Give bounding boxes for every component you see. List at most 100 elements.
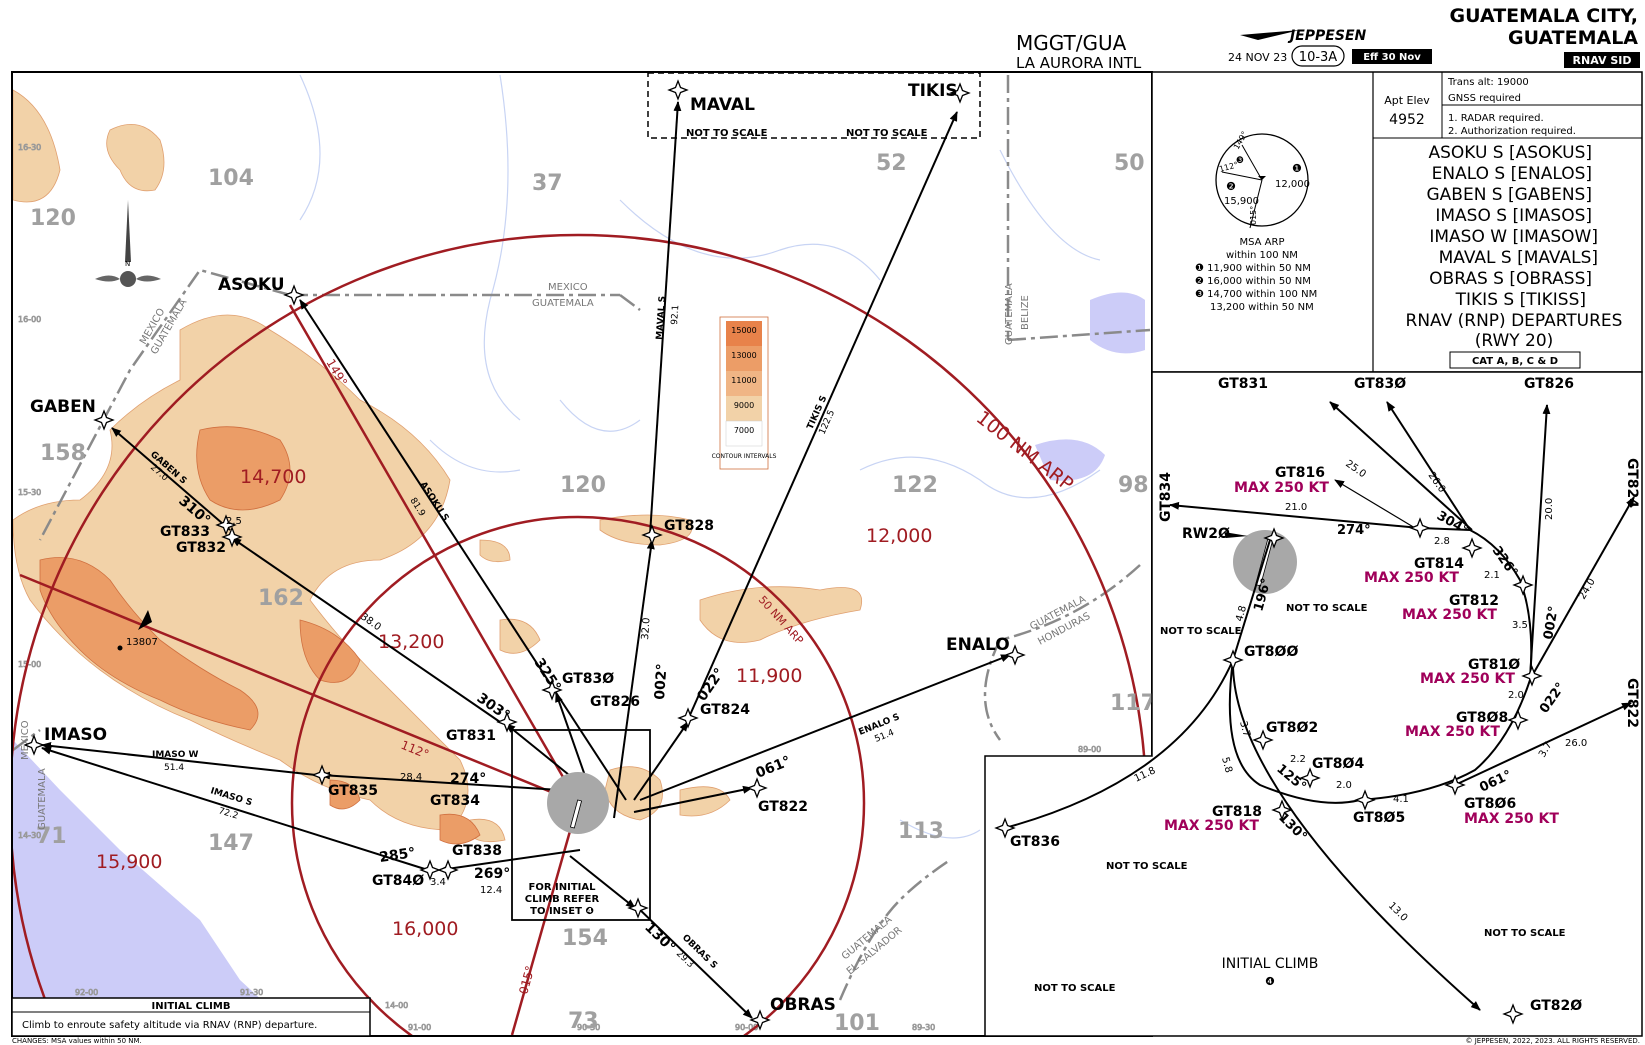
msa-title: MSA ARP — [1240, 237, 1285, 248]
svg-text:FOR INITIAL: FOR INITIAL — [529, 882, 597, 893]
fix-asoku-label: ASOKU — [218, 275, 285, 295]
svg-text:GT831: GT831 — [446, 728, 496, 744]
svg-text:NOT TO SCALE: NOT TO SCALE — [1034, 983, 1116, 994]
svg-text:IMASO W: IMASO W — [152, 750, 199, 760]
svg-text:3.7: 3.7 — [1237, 720, 1252, 738]
svg-text:Climb to enroute safety altitu: Climb to enroute safety altitude via RNA… — [22, 1020, 317, 1031]
lat-long-grid: 16-30 16-00 15-30 15-00 14-30 92-00 91-3… — [18, 143, 1102, 1033]
svg-text:GUATEMALA: GUATEMALA — [1004, 283, 1015, 345]
svg-text:37: 37 — [532, 171, 563, 196]
svg-text:GUATEMALA: GUATEMALA — [532, 298, 594, 309]
initial-climb-inset: GT831 GT83Ø GT826 GT816 GT814 GT812 GT81… — [984, 371, 1643, 1037]
svg-text:2.0: 2.0 — [1336, 780, 1352, 791]
svg-text:❸: ❸ — [1236, 156, 1244, 166]
terrain-high — [39, 426, 481, 845]
svg-text:162: 162 — [258, 586, 304, 611]
svg-text:GT822: GT822 — [1624, 678, 1640, 728]
svg-text:20.0: 20.0 — [1544, 498, 1555, 520]
svg-text:12,000: 12,000 — [1275, 179, 1310, 190]
svg-text:89-30: 89-30 — [912, 1023, 935, 1032]
jeppesen-logo-icon — [1240, 30, 1300, 40]
lake-izabal — [1035, 439, 1105, 481]
svg-text:52: 52 — [876, 151, 907, 176]
svg-text:90-30: 90-30 — [577, 1023, 600, 1032]
inset-number: ❹ — [1265, 975, 1275, 988]
map-msa-values: 14,700 12,000 13,200 11,900 15,900 16,00… — [96, 466, 932, 940]
svg-text:15,900: 15,900 — [1224, 196, 1259, 207]
svg-text:92.1: 92.1 — [670, 305, 681, 326]
inset-routes — [1004, 401, 1635, 1011]
lake-peten — [1090, 292, 1145, 354]
chart-date: 24 NOV 23 — [1228, 51, 1287, 64]
svg-text:GT832: GT832 — [176, 540, 226, 556]
svg-text:GT824: GT824 — [700, 702, 750, 718]
departure-routes — [41, 101, 1011, 1019]
svg-text:13807: 13807 — [126, 637, 158, 648]
svg-text:120: 120 — [30, 206, 76, 231]
svg-text:51.4: 51.4 — [164, 763, 184, 773]
svg-text:14-00: 14-00 — [385, 1001, 408, 1010]
svg-text:12,000: 12,000 — [866, 525, 932, 547]
svg-text:90-00: 90-00 — [735, 1023, 758, 1032]
svg-text:4.8: 4.8 — [1234, 605, 1249, 623]
svg-text:91-30: 91-30 — [240, 988, 263, 997]
svg-text:GABEN S [GABENS]: GABEN S [GABENS] — [1426, 185, 1592, 205]
svg-text:INITIAL CLIMB: INITIAL CLIMB — [152, 1001, 231, 1012]
svg-text:GT826: GT826 — [590, 694, 640, 710]
plan-view: 16-30 16-00 15-30 15-00 14-30 92-00 91-3… — [11, 71, 1156, 1037]
fix-maval-label: MAVAL — [690, 95, 755, 115]
chart-type-badge: RNAV SID — [1573, 54, 1632, 67]
svg-text:50: 50 — [1114, 151, 1145, 176]
fix-obras-label: OBRAS — [770, 995, 836, 1015]
svg-text:NOT TO SCALE: NOT TO SCALE — [686, 128, 768, 139]
svg-text:269°: 269° — [474, 866, 510, 882]
svg-text:NOT TO SCALE: NOT TO SCALE — [846, 128, 928, 139]
svg-text:117: 117 — [1110, 691, 1156, 716]
svg-text:2.1: 2.1 — [1484, 570, 1500, 581]
svg-text:32.0: 32.0 — [640, 617, 653, 640]
svg-text:GT82Ø: GT82Ø — [1530, 998, 1582, 1014]
svg-text:GT8Ø5: GT8Ø5 — [1353, 810, 1405, 826]
rivers — [299, 74, 1101, 839]
svg-text:GT834: GT834 — [430, 793, 480, 809]
svg-text:7000: 7000 — [734, 426, 754, 435]
svg-text:GT828: GT828 — [664, 518, 714, 534]
not-to-scale-box: NOT TO SCALE NOT TO SCALE — [647, 72, 981, 139]
svg-text:16-30: 16-30 — [18, 143, 41, 152]
departures-runway: (RWY 20) — [1475, 331, 1554, 351]
svg-text:GT81Ø: GT81Ø — [1468, 657, 1520, 673]
spot-elevation: 13807 — [117, 610, 158, 651]
svg-text:2.8: 2.8 — [1434, 536, 1450, 547]
svg-text:3.4: 3.4 — [430, 877, 446, 888]
svg-text:002°: 002° — [1541, 605, 1562, 641]
msa-sector-lines — [19, 304, 580, 1035]
svg-text:89-00: 89-00 — [1078, 745, 1101, 754]
svg-text:NOT TO SCALE: NOT TO SCALE — [1484, 928, 1566, 939]
svg-text:ASOKU S [ASOKUS]: ASOKU S [ASOKUS] — [1428, 143, 1592, 163]
svg-text:12.4: 12.4 — [480, 885, 502, 896]
north-arrow-icon: N — [95, 200, 161, 287]
svg-text:ENALO S [ENALOS]: ENALO S [ENALOS] — [1432, 164, 1592, 184]
departure-list: ASOKU S [ASOKUS] ENALO S [ENALOS] GABEN … — [1426, 143, 1598, 310]
copyright: © JEPPESEN, 2022, 2023. ALL RIGHTS RESER… — [1466, 1037, 1641, 1045]
svg-text:MAX 250 KT: MAX 250 KT — [1402, 607, 1497, 623]
svg-text:GT818: GT818 — [1212, 804, 1262, 820]
departures-title: RNAV (RNP) DEPARTURES — [1406, 311, 1623, 331]
svg-text:❷: ❷ — [1226, 180, 1236, 193]
publisher-name: JEPPESEN — [1287, 28, 1367, 44]
svg-text:274°: 274° — [1337, 523, 1371, 538]
svg-text:MAX 250 KT: MAX 250 KT — [1364, 570, 1459, 586]
inset-not-to-scale: NOT TO SCALE NOT TO SCALE NOT TO SCALE N… — [1034, 603, 1566, 994]
svg-text:91-00: 91-00 — [408, 1023, 431, 1032]
changes-note: CHANGES: MSA values within 50 NM. — [12, 1037, 142, 1045]
svg-text:RW2Ø: RW2Ø — [1182, 526, 1230, 542]
info-panel: Apt Elev 4952 Trans alt: 19000 GNSS requ… — [1151, 71, 1643, 373]
msa-line-4: 13,200 within 50 NM — [1210, 302, 1314, 313]
svg-text:MAX 250 KT: MAX 250 KT — [1464, 811, 1559, 827]
contour-legend: 15000 13000 11000 9000 7000 CONTOUR INTE… — [712, 316, 777, 470]
inset-fix-labels: GT831 GT83Ø GT826 GT816 GT814 GT812 GT81… — [1010, 376, 1640, 1014]
svg-text:GT833: GT833 — [160, 524, 210, 540]
svg-text:14,700: 14,700 — [240, 466, 306, 488]
fix-labels: MAVAL TIKIS ASOKU GABEN IMASO ENALO OBRA… — [30, 81, 1010, 1015]
